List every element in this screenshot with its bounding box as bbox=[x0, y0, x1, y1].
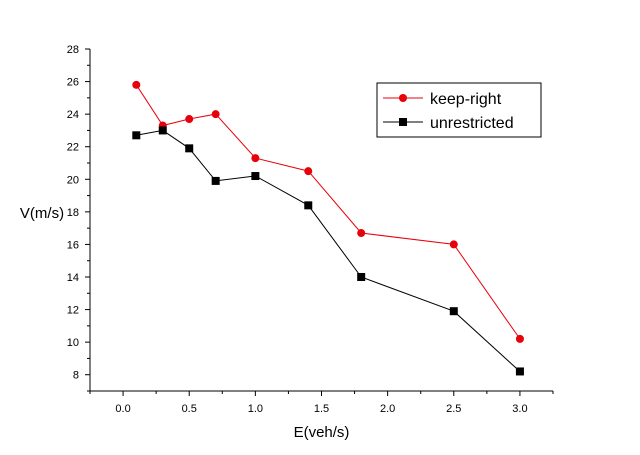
data-point-unrestricted bbox=[251, 172, 260, 181]
data-point-keep-right bbox=[211, 110, 220, 119]
legend-label-keep-right: keep-right bbox=[430, 91, 502, 108]
data-point-unrestricted bbox=[132, 131, 141, 140]
data-point-keep-right bbox=[251, 154, 260, 163]
data-point-unrestricted bbox=[158, 126, 167, 135]
x-tick-label: 1.0 bbox=[248, 403, 263, 415]
x-tick-label: 0.0 bbox=[115, 403, 130, 415]
data-point-unrestricted bbox=[211, 176, 220, 185]
data-point-keep-right bbox=[185, 115, 194, 124]
x-tick-label: 3.0 bbox=[512, 403, 527, 415]
x-tick-label: 2.5 bbox=[446, 403, 461, 415]
y-tick-label: 16 bbox=[67, 239, 79, 251]
y-tick-label: 24 bbox=[67, 109, 79, 121]
y-tick-label: 8 bbox=[73, 370, 79, 382]
series-line-unrestricted bbox=[136, 129, 521, 372]
y-tick-label: 28 bbox=[67, 44, 79, 56]
x-tick-label: 0.5 bbox=[182, 403, 197, 415]
legend-marker-unrestricted bbox=[399, 118, 407, 126]
series-layer bbox=[132, 80, 524, 376]
data-point-keep-right bbox=[357, 229, 366, 238]
y-tick-label: 26 bbox=[67, 77, 79, 89]
data-point-keep-right bbox=[132, 80, 141, 89]
y-tick-label: 20 bbox=[67, 174, 79, 186]
x-axis-title: E(veh/s) bbox=[294, 424, 350, 441]
axis-labels: E(veh/s) V(m/s) bbox=[20, 205, 350, 441]
legend-label-unrestricted: unrestricted bbox=[430, 115, 514, 132]
y-tick-label: 18 bbox=[67, 207, 79, 219]
y-tick-label: 10 bbox=[67, 337, 79, 349]
data-point-unrestricted bbox=[185, 144, 194, 153]
legend-box bbox=[376, 82, 542, 138]
y-tick-label: 12 bbox=[67, 305, 79, 317]
data-point-unrestricted bbox=[304, 201, 313, 210]
x-tick-label: 2.0 bbox=[380, 403, 395, 415]
axes: 8 10 12 14 16 18 20 22 24 26 28 0.0 0.5 1.0 1.5 2.0 2.5 3… bbox=[67, 44, 554, 415]
data-point-unrestricted bbox=[357, 273, 366, 281]
x-tick-label: 1.5 bbox=[314, 403, 329, 415]
data-point-unrestricted bbox=[515, 367, 524, 376]
data-point-unrestricted bbox=[449, 307, 458, 316]
legend-marker-keep-right bbox=[399, 94, 407, 102]
data-point-keep-right bbox=[515, 334, 524, 343]
y-tick-label: 22 bbox=[67, 142, 79, 154]
y-axis-title: V(m/s) bbox=[20, 205, 64, 222]
legend: keep-right unrestricted bbox=[376, 82, 542, 138]
y-tick-label: 14 bbox=[67, 272, 79, 284]
data-point-keep-right bbox=[304, 167, 313, 176]
data-point-keep-right bbox=[449, 240, 458, 249]
